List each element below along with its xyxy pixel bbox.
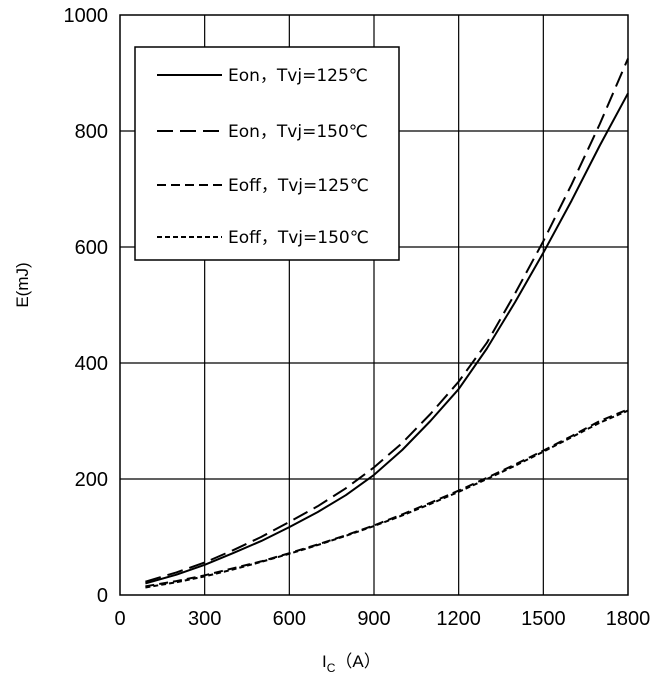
x-tick-label: 600 <box>273 608 306 630</box>
y-tick-label: 1000 <box>64 5 109 27</box>
y-tick-label: 600 <box>75 237 108 259</box>
x-tick-label: 1200 <box>436 608 481 630</box>
x-tick-label: 1500 <box>521 608 566 630</box>
x-axis-label: IC（A） <box>322 652 381 675</box>
x-axis-label-unit: （A） <box>335 652 380 671</box>
legend-box <box>134 46 400 261</box>
y-tick-label: 800 <box>75 121 108 143</box>
series-line-2 <box>145 58 629 583</box>
y-axis-label: E(mJ) <box>13 262 32 307</box>
plot-frame <box>119 14 629 596</box>
series-line-4 <box>145 409 629 589</box>
y-tick-label: 200 <box>75 469 108 491</box>
x-tick-label: 900 <box>357 608 390 630</box>
series-group <box>145 58 629 589</box>
legend-label-eon-150: Eon，Tvj=150℃ <box>228 122 368 142</box>
y-tick-label: 400 <box>75 353 108 375</box>
x-axis-label-subscript: C <box>327 661 336 675</box>
series-line-1 <box>145 92 629 585</box>
legend: Eon，Tvj=125℃ Eon，Tvj=150℃ Eoff，Tvj=125℃ … <box>134 46 400 261</box>
x-tick-label: 1800 <box>606 608 651 630</box>
legend-label-eoff-150: Eoff，Tvj=150℃ <box>228 228 369 248</box>
x-tick-label: 0 <box>114 608 125 630</box>
legend-label-eon-125: Eon，Tvj=125℃ <box>228 66 368 86</box>
x-tick-label: 300 <box>188 608 221 630</box>
tick-labels: 0 300 600 900 1200 1500 1800 0 200 400 600 800 1000 <box>64 5 651 630</box>
x-axis-label-main: I <box>322 652 327 671</box>
legend-label-eoff-125: Eoff，Tvj=125℃ <box>228 176 369 196</box>
y-tick-label: 0 <box>97 585 108 607</box>
